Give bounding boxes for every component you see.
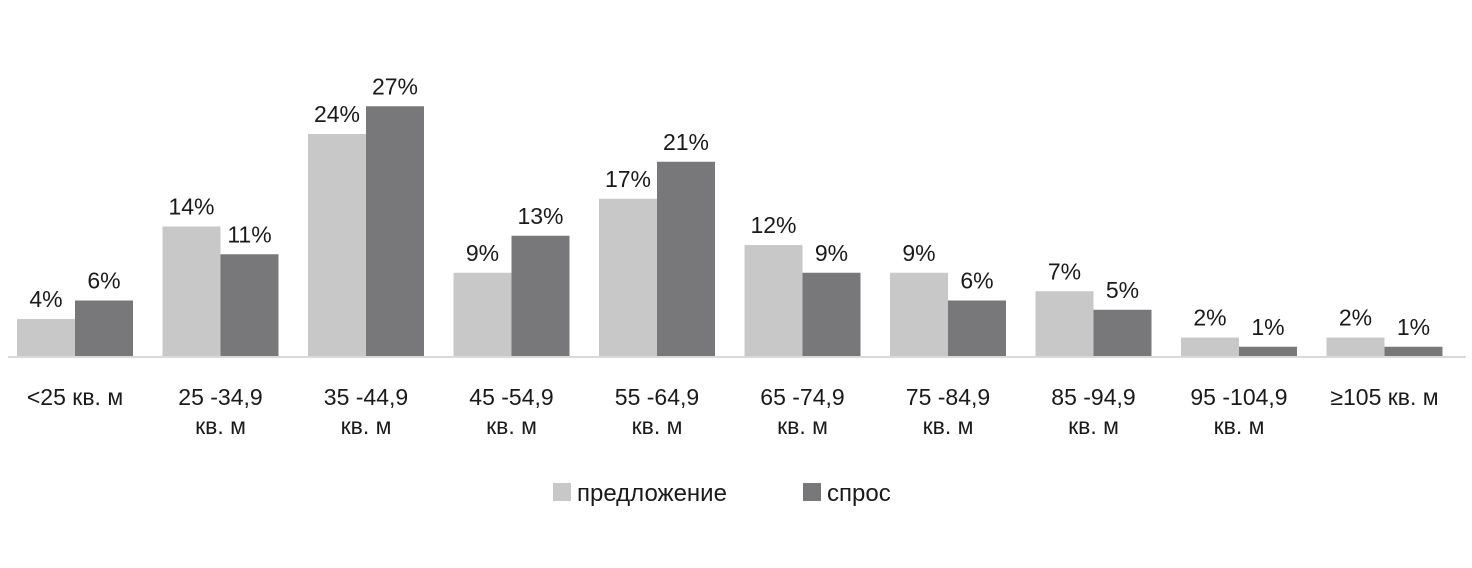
bar-supply [1035, 291, 1094, 356]
bar-demand [220, 254, 279, 356]
data-label: 2% [1339, 305, 1372, 331]
category-label: 85 -94,9 [1051, 384, 1135, 410]
category-label: кв. м [777, 413, 828, 439]
category-label: 35 -44,9 [324, 384, 408, 410]
data-label: 1% [1251, 314, 1284, 340]
data-label: 7% [1048, 258, 1081, 284]
value-labels-layer: 4% 6% 14% 11% 24% 27% 9% 13% 17% 21% 12% 9% 9% 6% 7% 5%… [29, 73, 1430, 340]
category-label: 25 -34,9 [178, 384, 262, 410]
data-label: 9% [902, 240, 935, 266]
category-labels-layer: <25 кв. м 25 -34,9 кв. м 35 -44,9 кв. м 45 -5… [27, 384, 1439, 439]
category-label: <25 кв. м [27, 384, 123, 410]
bar-supply [308, 134, 366, 356]
category-label: кв. м [341, 413, 392, 439]
data-label: 12% [750, 212, 796, 238]
legend-swatch-supply [553, 483, 571, 501]
legend-swatch-demand [803, 483, 821, 501]
legend-label-supply: предложение [577, 480, 727, 507]
category-label: 55 -64,9 [615, 384, 699, 410]
bar-supply [1326, 337, 1385, 356]
bar-demand [1384, 346, 1443, 356]
bar-demand [1093, 309, 1152, 356]
category-label: 95 -104,9 [1190, 384, 1287, 410]
bar-demand [511, 235, 570, 356]
data-label: 24% [314, 101, 360, 127]
bar-demand [948, 300, 1006, 356]
data-label: 6% [87, 268, 120, 294]
bar-demand [1239, 346, 1297, 356]
data-label: 1% [1397, 314, 1430, 340]
data-label: 5% [1106, 277, 1139, 303]
bar-supply [453, 272, 512, 356]
bar-supply [599, 198, 657, 356]
bars-layer [17, 106, 1443, 356]
bar-demand [75, 300, 133, 356]
category-label: 45 -54,9 [469, 384, 553, 410]
category-label: кв. м [195, 413, 246, 439]
bar-supply [890, 272, 948, 356]
bar-demand [366, 106, 424, 356]
category-label: 65 -74,9 [760, 384, 844, 410]
category-label: кв. м [923, 413, 974, 439]
data-label: 11% [227, 221, 271, 247]
data-label: 4% [29, 286, 62, 312]
category-label: кв. м [632, 413, 683, 439]
category-label: кв. м [1068, 413, 1119, 439]
bar-demand [657, 161, 715, 356]
category-label: кв. м [1214, 413, 1265, 439]
data-label: 9% [466, 240, 499, 266]
data-label: 14% [168, 194, 214, 220]
bar-demand [802, 272, 861, 356]
data-label: 13% [517, 203, 563, 229]
legend: предложение спрос [553, 480, 891, 507]
data-label: 27% [372, 73, 418, 99]
data-label: 17% [605, 166, 651, 192]
category-label: кв. м [486, 413, 537, 439]
bar-supply [162, 226, 221, 356]
data-label: 2% [1193, 305, 1226, 331]
bar-supply [744, 245, 803, 356]
bar-supply [17, 319, 75, 356]
legend-label-demand: спрос [827, 480, 891, 507]
category-label: ≥105 кв. м [1330, 384, 1438, 410]
data-label: 6% [960, 268, 993, 294]
data-label: 21% [663, 129, 709, 155]
data-label: 9% [815, 240, 848, 266]
bar-supply [1181, 337, 1239, 356]
category-label: 75 -84,9 [906, 384, 990, 410]
